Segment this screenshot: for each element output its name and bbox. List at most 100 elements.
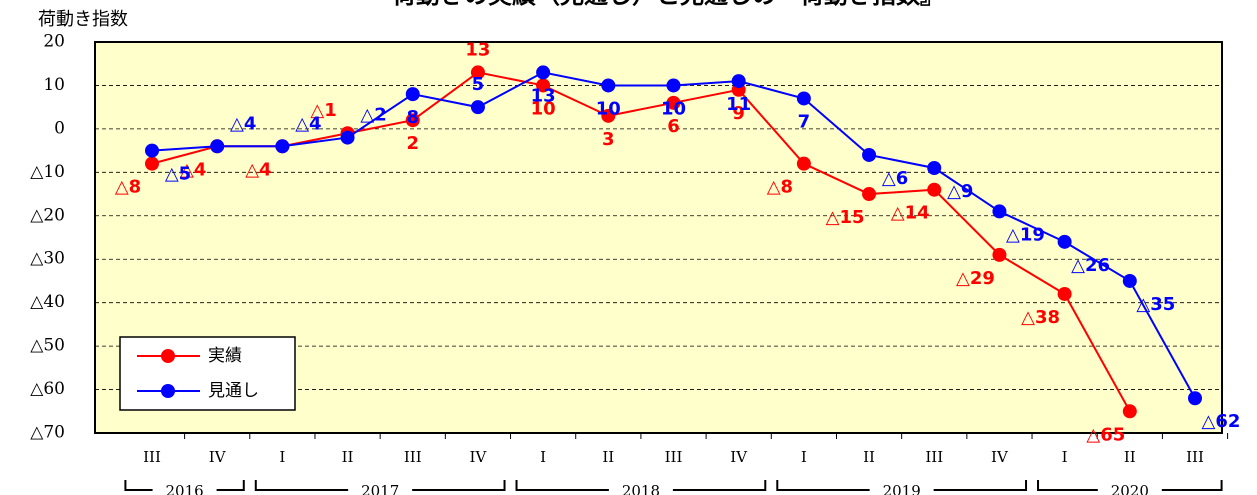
data-label: 11 xyxy=(726,94,751,115)
y-tick-label: △20 xyxy=(30,205,65,225)
year-bracket xyxy=(776,480,1028,491)
y-axis-label: 荷動き指数 xyxy=(38,9,128,30)
data-label: △29 xyxy=(956,268,995,289)
data-point xyxy=(601,78,616,93)
x-tick-label: III xyxy=(925,448,943,466)
data-point xyxy=(405,113,420,128)
data-label: △15 xyxy=(826,207,865,228)
data-label: 10 xyxy=(531,98,556,119)
plot-frame xyxy=(94,41,1223,434)
data-label: △5 xyxy=(165,164,191,185)
x-tick-label: I xyxy=(279,448,285,466)
data-point xyxy=(405,87,420,102)
data-point xyxy=(210,139,225,154)
data-point xyxy=(470,65,485,80)
x-tick-label: IV xyxy=(470,448,488,466)
chart-title: 荷動きの実績（見通し）と見通しの『荷動き指数』 xyxy=(392,0,944,9)
data-point xyxy=(275,139,290,154)
data-label: △8 xyxy=(115,177,141,198)
data-label: 13 xyxy=(465,39,490,60)
data-point xyxy=(1122,273,1137,288)
x-tick-label: I xyxy=(1062,448,1068,466)
legend-box xyxy=(119,336,296,411)
data-label: △65 xyxy=(1086,424,1125,445)
y-tick-label: △50 xyxy=(30,336,65,356)
data-point xyxy=(1188,391,1202,406)
data-point xyxy=(927,182,942,197)
x-tick-label: IV xyxy=(209,448,227,466)
y-tick-label: △30 xyxy=(30,249,65,269)
data-point xyxy=(1057,286,1072,301)
y-tick-label: 0 xyxy=(54,118,65,138)
data-label: 9 xyxy=(732,103,745,124)
data-label: 13 xyxy=(531,85,556,106)
data-label: 3 xyxy=(602,129,615,150)
data-point xyxy=(145,156,159,171)
series-line xyxy=(151,71,1131,412)
data-point xyxy=(796,91,811,106)
data-label: △8 xyxy=(767,177,793,198)
x-tick-label: IV xyxy=(991,448,1009,466)
data-label: △4 xyxy=(230,113,256,134)
data-point xyxy=(1057,234,1072,249)
y-tick-label: 20 xyxy=(43,32,65,52)
x-tick-label: II xyxy=(602,448,614,466)
data-label: △14 xyxy=(891,203,930,224)
year-bracket xyxy=(1037,480,1223,491)
year-label: 2017 xyxy=(361,482,399,495)
data-label: 5 xyxy=(472,74,485,95)
x-tick-label: III xyxy=(404,448,422,466)
data-point xyxy=(536,65,551,80)
legend-label: 実績 xyxy=(208,346,242,366)
data-point xyxy=(145,143,159,158)
data-label: △1 xyxy=(310,100,336,121)
x-tick-label: III xyxy=(143,448,161,466)
x-tick-label: II xyxy=(1124,448,1136,466)
data-point xyxy=(666,95,681,110)
data-label: 6 xyxy=(667,116,680,137)
y-tick-label: △10 xyxy=(30,162,65,182)
data-point xyxy=(927,160,942,175)
x-tick-label: III xyxy=(665,448,683,466)
data-label: 10 xyxy=(596,98,621,119)
data-point xyxy=(992,247,1007,262)
data-label: △19 xyxy=(1006,224,1045,245)
y-tick-label: △60 xyxy=(30,379,65,399)
legend-marker xyxy=(161,384,175,398)
data-label: △38 xyxy=(1021,307,1060,328)
data-point xyxy=(796,156,811,171)
year-bracket xyxy=(254,480,506,491)
data-point xyxy=(731,74,746,89)
legend-marker xyxy=(161,349,175,363)
data-label: △4 xyxy=(245,159,271,180)
data-label: 10 xyxy=(661,98,686,119)
x-tick-label: II xyxy=(863,448,875,466)
data-point xyxy=(666,78,681,93)
data-label: △2 xyxy=(360,105,386,126)
x-tick-label: IV xyxy=(730,448,748,466)
data-point xyxy=(601,108,616,123)
y-tick-label: △40 xyxy=(30,292,65,312)
data-point xyxy=(340,130,355,145)
y-tick-label: 10 xyxy=(43,75,65,95)
year-bracket xyxy=(515,480,767,491)
year-label: 2020 xyxy=(1111,482,1149,495)
data-point xyxy=(862,147,877,162)
data-point xyxy=(470,100,485,115)
data-point xyxy=(992,204,1007,219)
year-bracket xyxy=(124,480,245,491)
data-label: △6 xyxy=(882,168,908,189)
data-label: △4 xyxy=(295,113,321,134)
data-label: △9 xyxy=(947,181,973,202)
y-tick-label: △70 xyxy=(30,423,65,443)
x-tick-label: II xyxy=(342,448,354,466)
data-label: 8 xyxy=(406,107,419,128)
data-label: 7 xyxy=(798,111,811,132)
data-label: △35 xyxy=(1136,294,1175,315)
year-label: 2018 xyxy=(622,482,660,495)
year-label: 2016 xyxy=(166,482,204,495)
legend-label: 見通し xyxy=(208,381,259,401)
year-label: 2019 xyxy=(883,482,921,495)
